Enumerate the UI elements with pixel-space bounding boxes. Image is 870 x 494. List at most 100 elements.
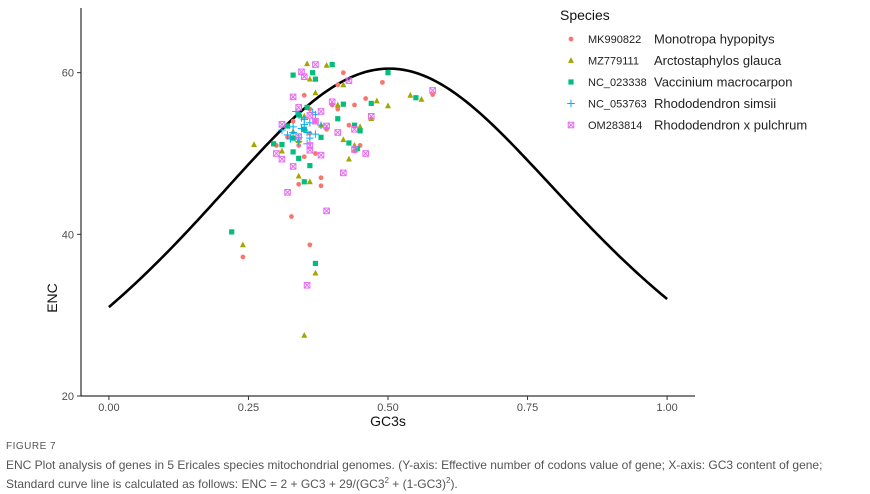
data-point <box>323 61 330 68</box>
data-point <box>312 117 319 125</box>
axes: 0.00 0.25 0.50 0.75 1.00 20 40 60 GC3s ENC <box>44 8 695 429</box>
data-point <box>296 181 302 187</box>
y-tick-label: 20 <box>62 391 74 403</box>
data-point <box>307 163 313 169</box>
legend-key <box>568 79 574 85</box>
caption-part1: ENC Plot analysis of genes in 5 Ericales… <box>6 458 823 491</box>
legend-key <box>568 57 574 63</box>
x-axis-label: GC3s <box>370 413 406 429</box>
data-point <box>345 155 352 162</box>
data-point <box>290 135 296 141</box>
data-point <box>304 60 311 67</box>
caption-part3: ). <box>450 477 458 491</box>
data-point <box>368 100 374 106</box>
data-point <box>306 112 314 119</box>
data-point <box>323 122 330 130</box>
data-point <box>317 108 325 115</box>
data-point <box>295 172 302 179</box>
data-point <box>310 70 316 76</box>
data-point <box>306 75 313 82</box>
data-point <box>297 124 306 133</box>
data-point <box>289 93 297 101</box>
data-point <box>304 104 310 111</box>
data-point <box>301 331 308 338</box>
data-point <box>407 91 414 98</box>
data-point <box>363 96 369 101</box>
data-point <box>251 141 258 148</box>
data-point <box>380 79 385 85</box>
legend-accession: NC_053763 <box>588 99 647 111</box>
data-point <box>278 147 285 154</box>
data-point <box>290 149 296 155</box>
data-point <box>318 183 324 189</box>
data-point <box>340 70 346 76</box>
legend-key <box>567 99 575 108</box>
data-point <box>385 102 391 109</box>
data-point <box>296 155 302 161</box>
y-tick-label: 60 <box>62 68 74 80</box>
data-point <box>303 128 311 137</box>
data-point <box>278 121 286 128</box>
data-point <box>284 123 291 129</box>
data-point <box>306 178 313 185</box>
data-point <box>362 150 369 157</box>
caption-part2: + (1-GC3) <box>388 477 446 491</box>
data-point <box>300 73 308 81</box>
data-point <box>297 114 306 122</box>
data-point <box>273 150 280 157</box>
legend-key <box>568 36 574 42</box>
data-point <box>311 130 320 138</box>
data-point <box>318 175 324 181</box>
data-point <box>418 95 425 102</box>
data-point <box>312 61 319 68</box>
data-point <box>303 281 311 289</box>
data-point <box>289 214 294 219</box>
data-point <box>296 143 302 148</box>
legend-species: Arctostaphylos glauca <box>654 53 782 68</box>
data-point <box>270 141 277 147</box>
data-point <box>346 140 352 146</box>
data-point <box>334 101 341 108</box>
data-point <box>413 95 419 101</box>
legend-key <box>567 121 575 129</box>
legend-species: Rhododendron simsii <box>654 96 776 111</box>
data-point <box>312 89 319 96</box>
data-point <box>295 104 302 111</box>
data-point <box>295 133 302 140</box>
data-point <box>335 106 341 112</box>
y-axis-label: ENC <box>44 283 60 313</box>
data-point <box>351 146 358 153</box>
data-point <box>334 129 342 136</box>
data-point <box>290 72 296 78</box>
data-point <box>373 97 380 104</box>
data-point <box>278 155 286 163</box>
x-tick-label: 0.50 <box>377 402 398 414</box>
data-point <box>289 163 297 170</box>
data-point <box>283 131 292 139</box>
legend-species: Vaccinium macrocarpon <box>654 75 792 90</box>
data-point <box>346 122 352 128</box>
legend-species: Rhododendron x pulchrum <box>654 118 807 133</box>
data-point <box>340 101 346 107</box>
data-point <box>345 77 353 85</box>
data-point <box>301 126 307 132</box>
data-point <box>306 134 314 142</box>
legend-accession: OM283814 <box>588 120 642 132</box>
data-point <box>340 169 347 177</box>
data-point <box>290 118 296 124</box>
enc-plot: 0.00 0.25 0.50 0.75 1.00 20 40 60 GC3s ENC Specie… <box>44 7 807 429</box>
data-point <box>229 229 235 235</box>
data-point <box>385 70 391 76</box>
data-point <box>357 123 364 130</box>
data-point <box>367 113 375 120</box>
data-point <box>368 115 375 122</box>
data-points-layer <box>229 60 436 338</box>
data-point <box>301 92 307 98</box>
legend-accession: NC_023338 <box>588 77 647 89</box>
data-point <box>340 81 347 88</box>
data-point <box>335 116 341 122</box>
caption-sup2: 2 <box>445 476 451 485</box>
legend-accession: MK990822 <box>588 34 641 46</box>
data-point <box>240 254 246 260</box>
figure-label: FIGURE 7 <box>6 441 57 452</box>
